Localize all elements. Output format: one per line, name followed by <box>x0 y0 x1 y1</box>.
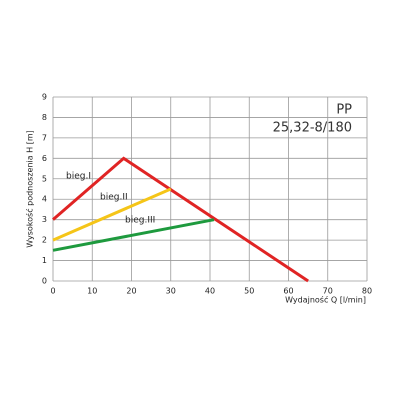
series-line <box>52 187 172 242</box>
y-tick-label: 1 <box>42 256 47 265</box>
y-tick-label: 6 <box>42 154 47 163</box>
y-tick-label: 3 <box>42 215 47 224</box>
y-tick-label: 8 <box>42 113 47 122</box>
x-tick-label: 0 <box>50 287 55 296</box>
y-axis-label: Wysokość podnoszenia H [m] <box>25 130 35 248</box>
x-tick-label: 40 <box>205 287 215 296</box>
chart-subtitle: 25,32-8/180 <box>273 121 352 136</box>
chart-title: PP <box>336 103 352 118</box>
series-label: bieg.I <box>66 172 91 182</box>
series-line <box>52 156 309 283</box>
series-label: bieg.III <box>125 216 155 226</box>
x-tick-label: 10 <box>87 287 97 296</box>
y-tick-label: 5 <box>42 174 47 183</box>
y-tick-label: 2 <box>42 236 47 245</box>
series-label: bieg.II <box>100 193 128 203</box>
x-axis-label: Wydajność Q [l/min] <box>285 295 366 305</box>
x-tick-label: 50 <box>244 287 254 296</box>
x-tick-label: 80 <box>362 287 372 296</box>
y-tick-label: 0 <box>42 277 47 286</box>
x-tick-label: 60 <box>283 287 293 296</box>
y-tick-label: 4 <box>42 195 47 204</box>
y-tick-label: 9 <box>42 93 47 102</box>
x-tick-label: 70 <box>323 287 333 296</box>
x-tick-label: 30 <box>166 287 176 296</box>
y-tick-label: 7 <box>42 133 47 142</box>
x-tick-label: 20 <box>126 287 136 296</box>
series-line <box>52 218 215 252</box>
